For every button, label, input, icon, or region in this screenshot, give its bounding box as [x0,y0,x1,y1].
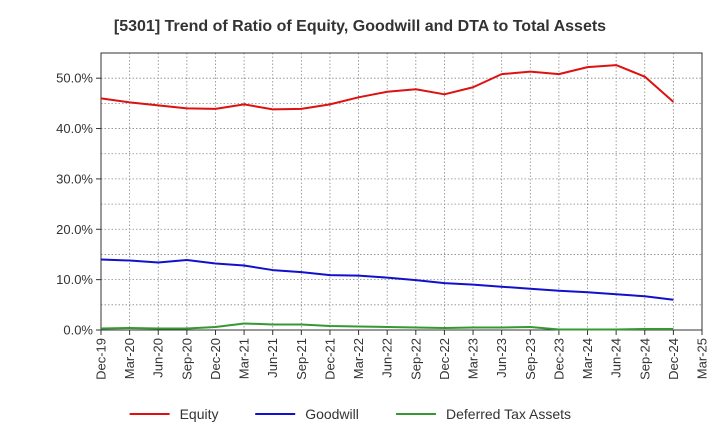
x-tick-label: Mar-22 [351,338,366,379]
x-tick-label: Mar-20 [122,338,137,379]
x-tick-label: Sep-22 [408,338,423,380]
x-tick-label: Jun-24 [609,338,624,378]
y-tick-label: 40.0% [56,121,93,136]
x-tick-label: Dec-22 [437,338,452,380]
x-tick-label: Dec-19 [94,338,109,380]
x-tick-label: Sep-20 [179,338,194,380]
legend: Equity Goodwill Deferred Tax Assets [129,406,571,422]
legend-label-equity: Equity [180,406,219,422]
series-line-equity [100,64,675,111]
x-tick-label: Mar-25 [695,338,710,379]
x-tick-label: Dec-20 [208,338,223,380]
legend-label-goodwill: Goodwill [305,406,359,422]
y-tick-label: 10.0% [56,272,93,287]
x-tick-label: Mar-21 [237,338,252,379]
plot-area: 0.0% 10.0% 20.0% 30.0% 40.0% 50.0% Dec-19 Mar-2… [56,52,710,380]
y-tick-label: 20.0% [56,222,93,237]
x-tick-label: Dec-24 [666,338,681,380]
y-tick-label: 0.0% [63,323,93,338]
x-tick-label: Mar-24 [580,338,595,379]
x-tick-label: Dec-23 [551,338,566,380]
legend-label-deferred-tax-assets: Deferred Tax Assets [446,406,571,422]
y-tick-label: 50.0% [56,71,93,86]
series-line-goodwill [100,258,674,301]
x-tick-label: Sep-21 [294,338,309,380]
x-tick-label: Jun-23 [494,338,509,378]
x-tick-label: Jun-21 [265,338,280,378]
series-line-deferred-tax-assets [100,322,674,331]
x-tick-label: Sep-24 [637,338,652,380]
y-tick-label: 30.0% [56,171,93,186]
x-tick-label: Sep-23 [523,338,538,380]
x-tick-label: Jun-20 [151,338,166,378]
x-tick-label: Dec-21 [322,338,337,380]
plot-frame [100,52,703,331]
x-tick-label: Mar-23 [466,338,481,379]
x-tick-label: Jun-22 [380,338,395,378]
chart-title: [5301] Trend of Ratio of Equity, Goodwil… [114,18,606,35]
